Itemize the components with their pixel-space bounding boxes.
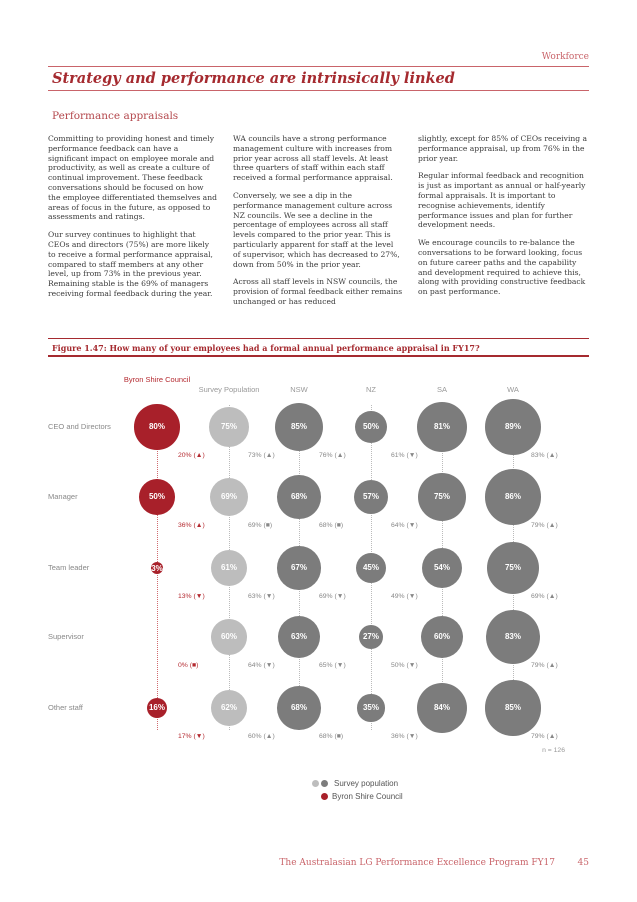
row-label: Supervisor	[48, 632, 84, 641]
figure-rule-bottom	[48, 355, 589, 357]
legend-red-dot	[321, 793, 328, 800]
bubble: 81%	[417, 402, 467, 452]
paragraph: Our survey continues to highlight that C…	[48, 230, 213, 298]
bubble: 89%	[484, 398, 542, 456]
column-header: WA	[507, 385, 519, 394]
legend-dark-dot	[321, 780, 328, 787]
bubble: 35%	[357, 694, 385, 722]
bubble: 85%	[274, 402, 324, 452]
prior-year-label: 17% (▼)	[178, 733, 205, 740]
prior-year-label: 79% (▲)	[531, 522, 558, 529]
paragraph: We encourage councils to re-balance the …	[418, 238, 586, 297]
page-title: Strategy and performance are intrinsical…	[52, 70, 455, 87]
prior-year-label: 64% (▼)	[248, 662, 275, 669]
figure-rule-top	[48, 338, 589, 339]
bubble: 68%	[277, 475, 321, 519]
bubble: 68%	[277, 686, 321, 730]
prior-year-label: 79% (▲)	[531, 733, 558, 740]
text-column-2: WA councils have a strong performance ma…	[233, 134, 403, 315]
prior-year-label: 20% (▲)	[178, 452, 205, 459]
subheading: Performance appraisals	[52, 110, 179, 122]
bubble: 85%	[485, 680, 541, 736]
bubble: 67%	[277, 546, 321, 590]
bubble: 27%	[359, 625, 383, 649]
bubble: 3%	[151, 562, 163, 574]
bubble: 50%	[354, 410, 388, 444]
prior-year-label: 63% (▼)	[248, 593, 275, 600]
bubble: 45%	[355, 552, 387, 584]
bubble: 54%	[421, 547, 463, 589]
sample-size-note: n = 126	[542, 747, 565, 754]
prior-year-label: 60% (▲)	[248, 733, 275, 740]
title-rule	[48, 90, 589, 91]
bubble: 63%	[278, 616, 320, 658]
prior-year-label: 65% (▼)	[319, 662, 346, 669]
text-column-3: slightly, except for 85% of CEOs receivi…	[418, 134, 588, 305]
bubble: 84%	[416, 682, 468, 734]
prior-year-label: 0% (■)	[178, 662, 199, 669]
legend-survey: Survey population	[312, 779, 398, 788]
legend-survey-label: Survey population	[334, 779, 399, 788]
bubble: 62%	[210, 689, 248, 727]
bubble: 69%	[209, 477, 249, 517]
prior-year-label: 68% (■)	[319, 733, 344, 740]
paragraph: Committing to providing honest and timel…	[48, 134, 217, 222]
bubble: 60%	[211, 619, 247, 655]
paragraph: Across all staff levels in NSW councils,…	[233, 277, 403, 306]
bubble: 75%	[418, 473, 466, 521]
bubble: 50%	[139, 479, 175, 515]
prior-year-label: 68% (■)	[319, 522, 344, 529]
prior-year-label: 69% (▼)	[319, 593, 346, 600]
prior-year-label: 36% (▼)	[391, 733, 418, 740]
paragraph: Conversely, we see a dip in the performa…	[233, 190, 400, 269]
prior-year-label: 50% (▼)	[391, 662, 418, 669]
prior-year-label: 69% (■)	[248, 522, 273, 529]
bubble: 80%	[134, 404, 180, 450]
column-header: SA	[436, 385, 447, 394]
bubble: 16%	[146, 697, 168, 719]
prior-year-label: 73% (▲)	[248, 452, 275, 459]
prior-year-label: 83% (▲)	[531, 452, 558, 459]
bubble: 57%	[353, 479, 389, 515]
column-header: NZ	[366, 385, 376, 394]
bubble: 83%	[485, 609, 541, 665]
bubble: 60%	[420, 615, 464, 659]
bubble: 75%	[487, 542, 539, 594]
footer-text: The Australasian LG Performance Excellen…	[279, 858, 555, 868]
paragraph: slightly, except for 85% of CEOs receivi…	[418, 134, 588, 163]
legend-light-dot	[312, 780, 319, 787]
column-header: Byron Shire Council	[123, 375, 191, 384]
bubble: 61%	[211, 550, 247, 586]
prior-year-label: 76% (▲)	[319, 452, 346, 459]
prior-year-label: 49% (▼)	[391, 593, 418, 600]
paragraph: WA councils have a strong performance ma…	[233, 134, 393, 183]
legend-council: Byron Shire Council	[321, 792, 403, 801]
row-label: Other staff	[48, 703, 83, 712]
row-label: Manager	[48, 492, 78, 501]
row-label: Team leader	[48, 563, 90, 572]
legend-council-label: Byron Shire Council	[332, 792, 403, 801]
column-header: Survey Population	[198, 385, 260, 394]
figure-title: Figure 1.47: How many of your employees …	[52, 343, 480, 353]
bubble: 75%	[209, 407, 249, 447]
prior-year-label: 61% (▼)	[391, 452, 418, 459]
row-label: CEO and Directors	[48, 422, 111, 431]
text-column-1: Committing to providing honest and timel…	[48, 134, 218, 307]
prior-year-label: 69% (▲)	[531, 593, 558, 600]
page-number: 45	[577, 858, 589, 868]
column-header: NSW	[290, 385, 308, 394]
prior-year-label: 13% (▼)	[178, 593, 205, 600]
prior-year-label: 64% (▼)	[391, 522, 418, 529]
bubble: 86%	[485, 469, 541, 525]
prior-year-label: 36% (▲)	[178, 522, 205, 529]
prior-year-label: 79% (▲)	[531, 662, 558, 669]
section-tag: Workforce	[541, 52, 589, 62]
top-rule	[48, 66, 589, 67]
paragraph: Regular informal feedback and recognitio…	[418, 171, 586, 230]
